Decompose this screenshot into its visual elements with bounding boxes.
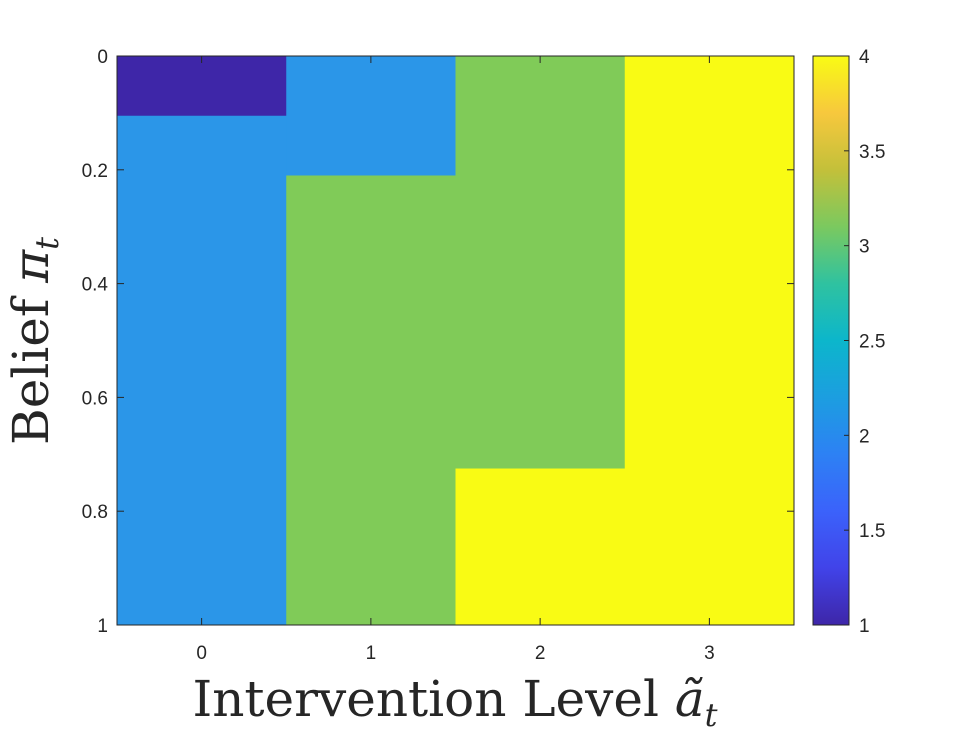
y-axis-label: Belief πt bbox=[2, 237, 66, 445]
x-tick-label-0: 0 bbox=[196, 643, 207, 664]
y-tick-label-0.6: 0.6 bbox=[82, 388, 108, 409]
y-tick-label-0.4: 0.4 bbox=[82, 275, 109, 296]
y-tick-label-1: 1 bbox=[97, 616, 108, 637]
heatmap-cell-x0-seg0 bbox=[117, 56, 287, 117]
colorbar-tick-label-4: 4 bbox=[859, 47, 870, 68]
x-tick-label-3: 3 bbox=[704, 643, 715, 664]
y-ticks: 0 0.2 0.4 0.6 0.8 1 bbox=[82, 47, 794, 637]
colorbar-tick-label-3: 3 bbox=[859, 237, 870, 258]
y-tick-label-0.2: 0.2 bbox=[82, 161, 108, 182]
heatmap-cell-x2-seg0 bbox=[455, 56, 626, 470]
colorbar-tick-label-1: 1 bbox=[859, 616, 870, 637]
colorbar-tick-label-2: 2 bbox=[859, 426, 870, 447]
heatmap-cells bbox=[117, 56, 795, 626]
heatmap-cell-x1-seg0 bbox=[286, 56, 456, 176]
y-axis-label-subscript: t bbox=[28, 237, 66, 250]
heatmap-cell-x3-seg0 bbox=[624, 56, 795, 626]
colorbar-tick-label-3.5: 3.5 bbox=[859, 142, 885, 163]
x-ticks: 0 1 2 3 bbox=[196, 56, 715, 664]
x-tick-label-1: 1 bbox=[366, 643, 377, 664]
heatmap-cell-x1-seg1 bbox=[286, 175, 456, 626]
colorbar-tick-label-2.5: 2.5 bbox=[859, 332, 885, 353]
plot-frame bbox=[116, 55, 795, 626]
colorbar-ticks: 4 3.5 3 2.5 2 1.5 1 bbox=[844, 47, 885, 637]
x-axis-label-text: Intervention Level bbox=[192, 670, 674, 728]
x-axis-label-symbol: ã bbox=[675, 670, 705, 728]
x-axis-label-subscript: t bbox=[705, 696, 718, 734]
colorbar bbox=[812, 55, 850, 626]
heatmap-cell-x2-seg1 bbox=[455, 468, 626, 626]
colorbar-tick-label-1.5: 1.5 bbox=[859, 521, 885, 542]
x-tick-label-2: 2 bbox=[535, 643, 546, 664]
x-axis-label: Intervention Level ãt bbox=[192, 670, 717, 734]
heatmap-cell-x0-seg1 bbox=[117, 115, 287, 626]
y-tick-label-0: 0 bbox=[97, 47, 108, 68]
y-axis-label-symbol: π bbox=[2, 249, 60, 284]
y-tick-label-0.8: 0.8 bbox=[82, 502, 108, 523]
y-axis-label-text: Belief bbox=[2, 283, 60, 445]
